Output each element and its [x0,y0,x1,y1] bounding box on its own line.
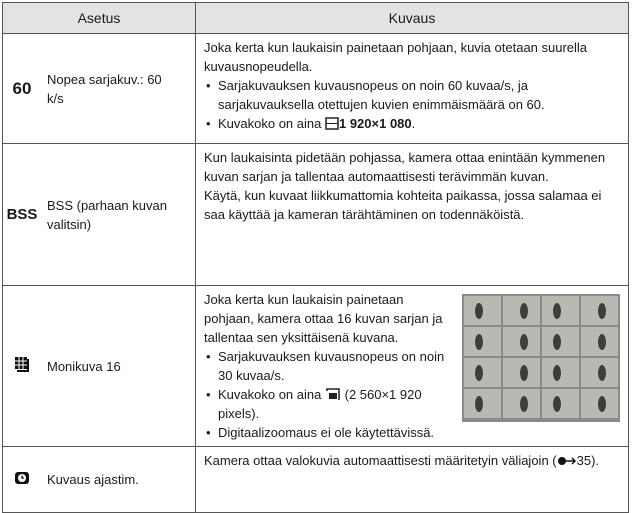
description: Kun laukaisinta pidetään pohjassa, kamer… [195,143,629,286]
row: 60 Nopea sarjakuv.: 60 k/s Joka kerta ku… [2,33,629,144]
description: Joka kerta kun laukaisin painetaan pohja… [195,33,629,144]
row: Kuvaus ajastim. Kamera ottaa valokuvia a… [2,446,629,513]
paragraph: Kamera ottaa valokuvia automaattisesti m… [204,451,620,470]
image-size: 1 920×1 080 [338,116,412,131]
text: . [411,116,416,131]
header-row: Asetus Kuvaus [2,2,629,34]
figure [553,334,561,350]
figure [475,334,483,350]
row: Monikuva 16 Joka kerta kun laukaisin pai… [2,285,629,447]
setting-name: Nopea sarjakuv.: 60 k/s [41,33,196,144]
figure [553,303,561,319]
figure [520,334,528,350]
bullet: Kuvakoko on aina 1 920×1 080. [206,114,620,133]
bullet: Sarjakuvauksen kuvausnopeus on noin 60 k… [206,76,620,114]
bullet: Kuvakoko on aina (2 560×1 920 pixels). [206,385,620,423]
bullet-list: Sarjakuvauksen kuvausnopeus on noin 30 k… [204,347,620,442]
paragraph: Kun laukaisinta pidetään pohjassa, kamer… [204,150,606,184]
header-cell: Kuvaus [195,2,629,34]
bullet: Digitaalizoomaus ei ole käytettävissä. [206,423,620,442]
header-cell: Asetus [2,2,196,34]
interval-icon [15,472,29,484]
figure [520,303,528,319]
text: Kamera ottaa valokuvia automaattisesti m… [204,453,557,468]
text: Kuvakoko on aina [218,116,322,131]
paragraph: Joka kerta kun laukaisin painetaan pohja… [204,292,443,345]
size-icon [325,117,339,130]
multi-shot-icon [15,356,29,372]
bullet-list: Sarjakuvauksen kuvausnopeus on noin 60 k… [204,76,620,133]
paragraph: Joka kerta kun laukaisin painetaan pohja… [204,40,588,74]
paragraph: Käytä, kun kuvaat liikkumattomia kohteit… [204,188,602,222]
figure [598,303,606,319]
icon [2,285,41,447]
description: Joka kerta kun laukaisin painetaan pohja… [195,285,629,447]
name-text: BSS (parhaan kuvan valitsin) [47,197,167,232]
setting-name: Kuvaus ajastim. [41,446,196,513]
name-text: Nopea sarjakuv.: 60 k/s [47,71,162,106]
size-icon [326,388,340,400]
icon: BSS [2,143,41,286]
image-size: (2 560×1 920 pixels). [218,387,422,421]
text: Kuvakoko on aina [218,387,322,402]
bullet: Sarjakuvauksen kuvausnopeus on noin 30 k… [206,347,620,385]
setting-name: Monikuva 16 [41,285,196,447]
icon [2,446,41,513]
page-ref: 35 [576,453,592,468]
icon: 60 [2,33,41,144]
text: ). [591,453,600,468]
reference-icon [557,457,576,465]
description: Kamera ottaa valokuvia automaattisesti m… [195,446,629,513]
figure [475,303,483,319]
row: BSS BSS (parhaan kuvan valitsin) Kun lau… [2,143,629,286]
setting-name: BSS (parhaan kuvan valitsin) [41,143,196,286]
figure [598,334,606,350]
